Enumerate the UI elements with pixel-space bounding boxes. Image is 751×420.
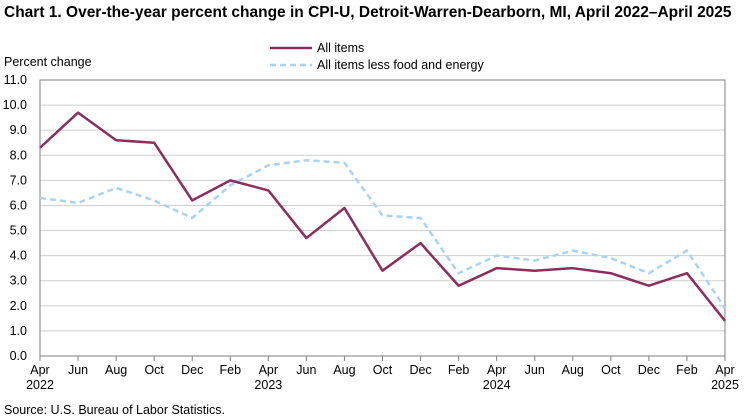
y-tick-label: 2.0: [10, 299, 27, 313]
x-tick-label: Aug: [562, 363, 584, 377]
x-year-label: 2022: [26, 378, 54, 392]
x-axis-ticks: Apr Jun Aug Oct Dec Feb Apr Jun Aug Oct Dec Feb Apr J…: [26, 356, 739, 392]
y-tick-label: 7.0: [10, 173, 27, 187]
x-tick-label: Oct: [373, 363, 393, 377]
y-tick-label: 11.0: [4, 73, 27, 87]
y-tick-label: 4.0: [10, 249, 27, 263]
x-tick-label: Aug: [105, 363, 127, 377]
x-tick-label: Dec: [409, 363, 431, 377]
grid-lines: [40, 104, 725, 332]
y-tick-label: 8.0: [10, 148, 27, 162]
y-tick-label: 10.0: [3, 98, 27, 112]
y-tick-label: 1.0: [10, 324, 27, 338]
x-tick-label: Apr: [30, 363, 49, 377]
x-tick-label: Feb: [448, 363, 470, 377]
x-year-label: 2023: [254, 378, 282, 392]
x-year-label: 2024: [483, 378, 511, 392]
x-tick-label: Jun: [296, 363, 316, 377]
legend: All items All items less food and energy: [270, 41, 485, 72]
y-tick-label: 6.0: [10, 198, 27, 212]
x-tick-label: Dec: [638, 363, 660, 377]
x-tick-label: Dec: [181, 363, 203, 377]
y-axis-ticks: 0.0 1.0 2.0 3.0 4.0 5.0 6.0 7.0 8.0 9.0 10.0 11.0: [3, 73, 27, 363]
x-tick-label: Apr: [715, 363, 734, 377]
series-line-all-items: [39, 111, 726, 322]
x-year-label: 2025: [711, 378, 739, 392]
legend-label: All items: [317, 41, 364, 55]
x-tick-label: Oct: [144, 363, 164, 377]
series-line-all-items-less-food-and-energy: [39, 159, 727, 310]
x-tick-label: Oct: [601, 363, 621, 377]
plot-frame: [39, 79, 726, 357]
x-tick-label: Feb: [676, 363, 698, 377]
y-tick-label: 9.0: [10, 123, 27, 137]
y-tick-label: 5.0: [10, 224, 27, 238]
x-tick-label: Jun: [525, 363, 545, 377]
x-tick-label: Apr: [487, 363, 506, 377]
y-tick-label: 3.0: [10, 274, 27, 288]
source-note: Source: U.S. Bureau of Labor Statistics.: [4, 403, 225, 417]
x-tick-label: Jun: [68, 363, 88, 377]
legend-label: All items less food and energy: [317, 58, 485, 72]
x-tick-label: Aug: [333, 363, 355, 377]
x-tick-label: Apr: [259, 363, 278, 377]
y-tick-label: 0.0: [10, 349, 27, 363]
y-axis-label: Percent change: [4, 55, 92, 69]
chart-title: Chart 1. Over-the-year percent change in…: [4, 4, 732, 21]
series-layer: [39, 111, 727, 322]
x-tick-label: Feb: [220, 363, 242, 377]
